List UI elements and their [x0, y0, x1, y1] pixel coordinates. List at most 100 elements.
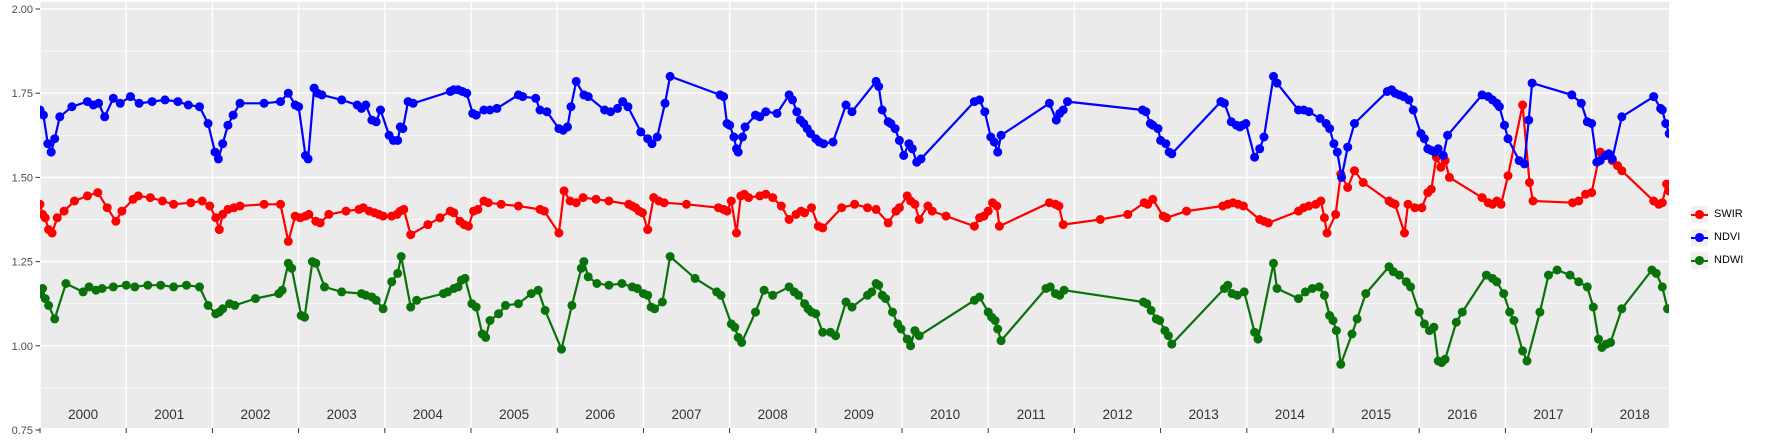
- x-axis-label: 2018: [1620, 407, 1650, 422]
- data-point: [398, 124, 408, 134]
- data-point: [1503, 171, 1513, 181]
- data-point: [230, 300, 240, 310]
- data-point: [1167, 149, 1177, 159]
- data-point: [975, 95, 985, 105]
- data-point: [341, 206, 351, 216]
- data-point: [894, 203, 904, 213]
- data-point: [740, 122, 750, 132]
- data-point: [1269, 258, 1278, 268]
- data-point: [583, 272, 593, 282]
- data-point: [1161, 139, 1171, 149]
- data-point: [1574, 196, 1584, 206]
- data-point: [1163, 331, 1173, 341]
- data-point: [406, 302, 416, 312]
- data-point: [1451, 317, 1461, 327]
- data-point: [1316, 196, 1326, 206]
- data-point: [70, 196, 79, 206]
- data-point: [732, 228, 741, 238]
- data-point: [218, 304, 228, 314]
- data-point: [890, 124, 900, 134]
- data-point: [1331, 326, 1341, 336]
- data-point: [1307, 284, 1317, 293]
- data-point: [47, 228, 57, 238]
- data-point: [211, 213, 221, 223]
- data-point: [526, 289, 536, 299]
- data-point: [55, 112, 65, 122]
- data-point: [542, 107, 552, 117]
- data-point: [1496, 199, 1506, 209]
- data-point: [1315, 114, 1325, 123]
- data-point: [579, 257, 589, 267]
- data-point: [303, 154, 313, 164]
- data-point: [494, 309, 504, 319]
- data-point: [311, 258, 321, 268]
- data-point: [183, 100, 193, 110]
- data-point: [481, 332, 491, 342]
- data-point: [40, 213, 50, 223]
- data-point: [283, 236, 293, 246]
- data-point: [996, 130, 1006, 140]
- data-point: [126, 92, 135, 102]
- data-point: [1582, 282, 1592, 292]
- x-axis-label: 2004: [413, 407, 444, 422]
- data-point: [157, 196, 167, 206]
- data-point: [453, 282, 463, 292]
- data-point: [818, 327, 828, 337]
- data-point: [1525, 178, 1534, 187]
- data-point: [513, 299, 523, 309]
- data-point: [567, 300, 577, 310]
- data-point: [130, 282, 140, 292]
- data-point: [108, 93, 118, 103]
- data-point: [1518, 100, 1528, 110]
- data-point: [540, 305, 550, 315]
- data-point: [888, 307, 897, 317]
- data-point: [690, 273, 700, 283]
- y-axis-label: 1.50: [12, 172, 33, 184]
- data-point: [1148, 194, 1158, 204]
- data-point: [1657, 198, 1667, 208]
- data-point: [1417, 203, 1427, 213]
- data-point: [592, 279, 602, 288]
- data-point: [1123, 209, 1133, 219]
- data-point: [899, 151, 909, 160]
- data-point: [102, 203, 112, 213]
- data-point: [992, 201, 1002, 211]
- data-point: [496, 199, 506, 209]
- data-point: [638, 208, 647, 218]
- data-point: [996, 336, 1006, 346]
- legend: SWIR NDVI NDWI: [1691, 206, 1743, 269]
- legend-label-ndvi: NDVI: [1714, 231, 1741, 243]
- data-point: [1146, 305, 1156, 315]
- data-point: [1314, 282, 1324, 292]
- data-point: [396, 252, 406, 261]
- data-point: [1182, 206, 1191, 216]
- data-point: [623, 102, 633, 112]
- data-point: [214, 225, 224, 235]
- data-point: [483, 198, 493, 208]
- data-point: [1044, 98, 1054, 108]
- data-point: [1457, 307, 1467, 317]
- y-axis-label: 1.25: [12, 257, 33, 269]
- data-point: [606, 107, 616, 117]
- data-point: [393, 268, 403, 278]
- data-point: [591, 194, 601, 204]
- y-axis-label: 0.75: [12, 425, 33, 437]
- y-axis-label: 2.00: [12, 4, 33, 16]
- data-point: [1328, 316, 1338, 325]
- data-point: [1350, 119, 1359, 128]
- data-point: [1567, 90, 1577, 100]
- data-point: [941, 211, 951, 221]
- data-point: [1426, 184, 1436, 194]
- data-point: [784, 215, 794, 224]
- series-ndvi: [40, 71, 1669, 182]
- data-point: [223, 120, 233, 130]
- data-point: [1440, 354, 1450, 364]
- data-point: [1390, 199, 1400, 209]
- data-point: [1350, 166, 1359, 176]
- data-point: [969, 221, 979, 231]
- data-point: [647, 139, 657, 149]
- data-point: [276, 97, 285, 107]
- data-point: [571, 198, 581, 208]
- data-point: [169, 199, 179, 209]
